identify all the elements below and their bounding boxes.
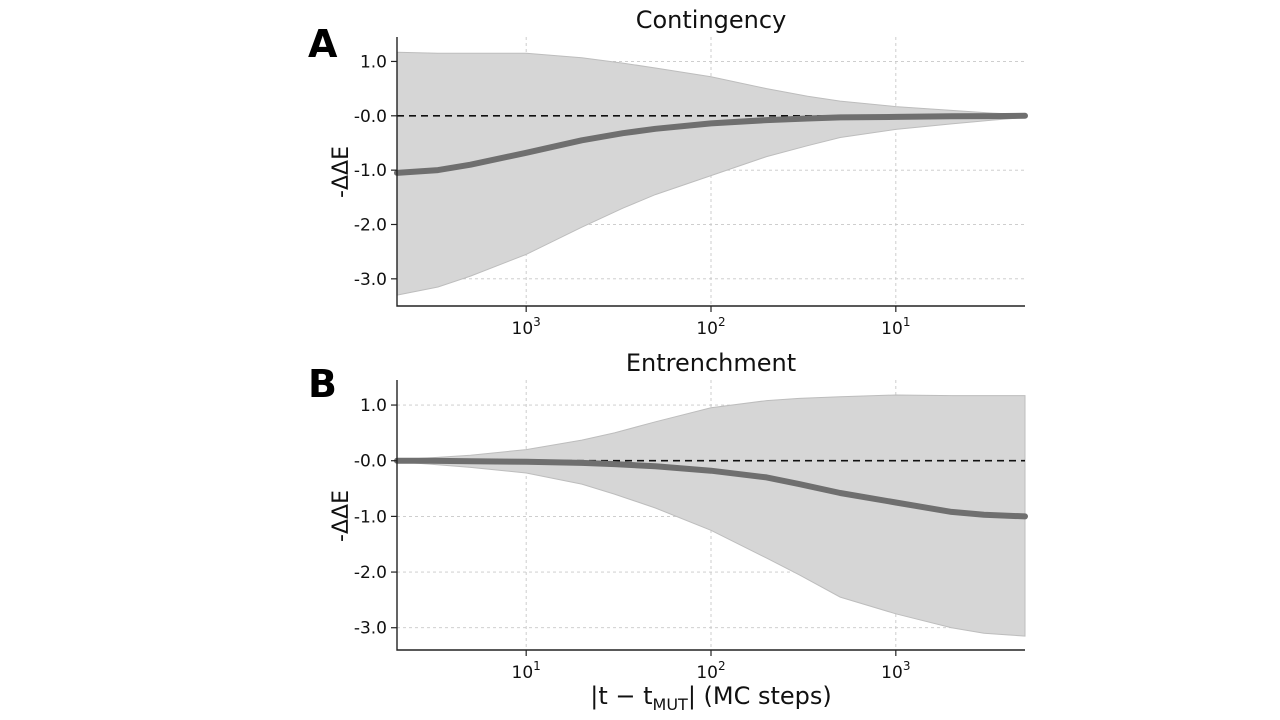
axes: [391, 380, 1025, 656]
x-tick-label: 103: [512, 315, 541, 339]
band-area: [396, 394, 1026, 637]
confidence-band: [396, 51, 1026, 296]
panel-contingency: A Contingency 1.0 -0.0 -1.0 -2.0 -3.0 10…: [308, 6, 1028, 339]
x-ticks: 103 102 101: [512, 315, 911, 339]
mean-line: [394, 112, 1028, 176]
panel-label-a: A: [308, 22, 338, 66]
y-tick-label: -0.0: [354, 107, 387, 127]
x-tick-label: 101: [512, 659, 541, 683]
panel-label-b: B: [308, 362, 337, 406]
y-tick-label: -3.0: [354, 270, 387, 290]
axes: [391, 37, 1025, 312]
chart-title-entrenchment: Entrenchment: [626, 349, 796, 377]
x-tick-label: 101: [881, 315, 910, 339]
y-tick-label: -0.0: [354, 452, 387, 472]
chart-title-contingency: Contingency: [636, 6, 787, 34]
y-ticks: 1.0 -0.0 -1.0 -2.0 -3.0: [354, 52, 387, 289]
y-axis-label: -ΔΔE: [329, 146, 354, 198]
y-tick-label: -1.0: [354, 507, 387, 527]
x-ticks: 101 102 103: [512, 659, 911, 683]
confidence-band: [396, 394, 1026, 637]
x-axis-label: |t − tMUT| (MC steps): [590, 682, 832, 714]
axis-spine: [396, 37, 1025, 307]
axis-spine: [396, 380, 1025, 651]
y-axis-label: -ΔΔE: [329, 490, 354, 542]
mean-line: [394, 457, 1028, 520]
y-ticks: 1.0 -0.0 -1.0 -2.0 -3.0: [354, 396, 387, 639]
x-tick-label: 102: [696, 659, 725, 683]
y-tick-label: 1.0: [360, 396, 387, 416]
x-tick-label: 103: [881, 659, 910, 683]
y-tick-label: 1.0: [360, 52, 387, 72]
band-area: [396, 51, 1026, 296]
y-tick-label: -2.0: [354, 215, 387, 235]
panel-entrenchment: B Entrenchment 1.0 -0.0 -1.0 -2.0 -3.0 1…: [308, 349, 1028, 714]
y-tick-label: -2.0: [354, 563, 387, 583]
y-tick-label: -3.0: [354, 619, 387, 639]
y-tick-label: -1.0: [354, 161, 387, 181]
mean-series-line: [394, 112, 1028, 176]
mean-series-line: [394, 457, 1028, 520]
x-tick-label: 102: [696, 315, 725, 339]
